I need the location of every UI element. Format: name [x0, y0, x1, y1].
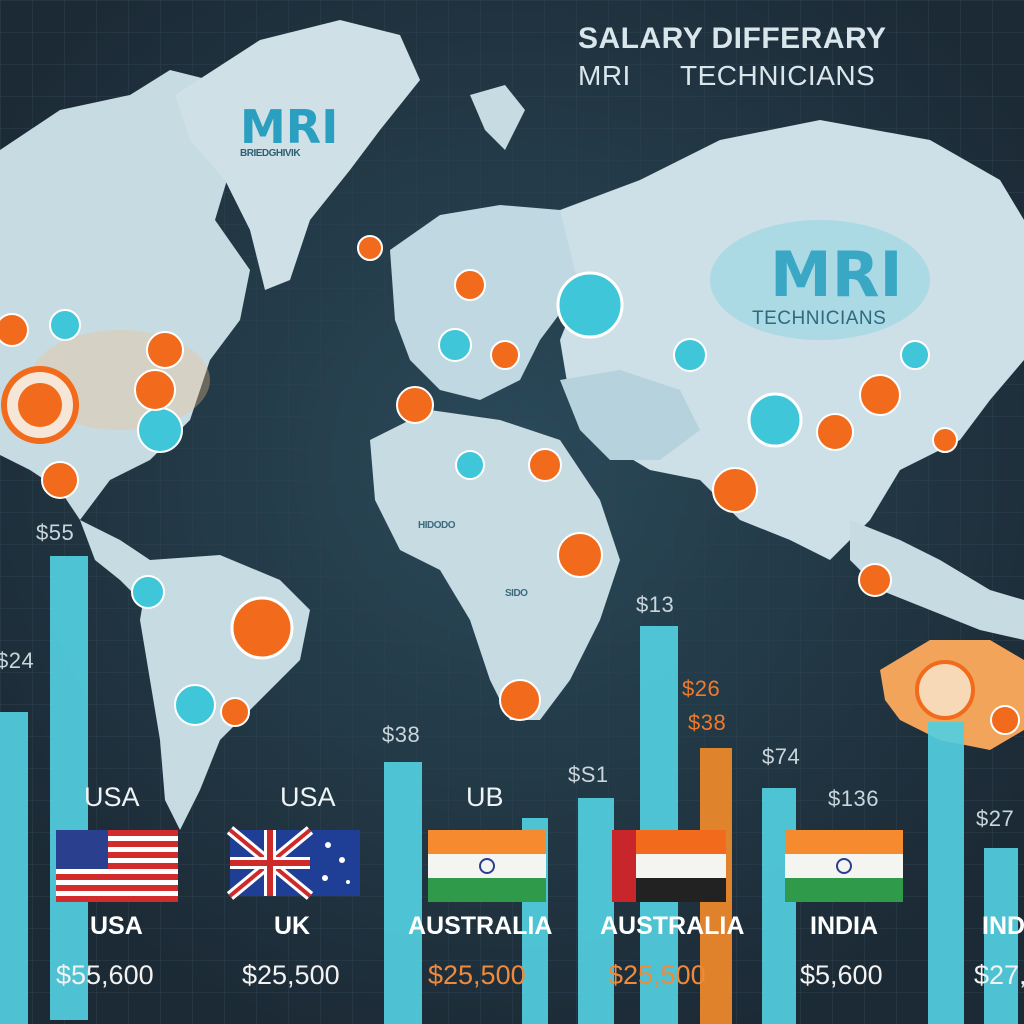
india-flag: [428, 830, 546, 902]
asia-mri-label: MRI: [770, 238, 903, 311]
salary-bar-5: [640, 626, 678, 1024]
greenland-shape: [175, 20, 420, 290]
africa-sub-label-2: SIDO: [505, 588, 528, 599]
marker-brazil: [174, 684, 216, 726]
marker-egypt: [528, 448, 562, 482]
marker-argentina: [220, 697, 250, 727]
india-flag-2: [785, 830, 903, 902]
marker-japan: [932, 427, 958, 453]
marker-south-america: [230, 596, 294, 660]
country-bottom-label: INDIA: [810, 912, 879, 940]
marker-asia-teal: [747, 392, 803, 448]
marker-spain: [396, 386, 434, 424]
salary-bars: [0, 556, 1018, 1024]
marker-north-asia: [900, 340, 930, 370]
scandinavia-shape: [470, 85, 525, 150]
salary-bar-2: [384, 762, 422, 1024]
country-top-label: USA: [84, 782, 140, 812]
salary-value: $55,600: [56, 960, 154, 990]
uk-australia-flag: [226, 826, 360, 900]
bar-value-label: $38: [688, 710, 727, 735]
greenland-sub-label: BRIEDGHIVIK: [240, 148, 301, 159]
asia-shape: [560, 120, 1024, 560]
salary-bar-8: [928, 722, 964, 1024]
marker-nz: [990, 705, 1020, 735]
marker-indonesia: [858, 563, 892, 597]
salary-bar-4: [578, 798, 614, 1024]
greenland-mri-label: MRI: [240, 100, 339, 154]
marker-iceland: [357, 235, 383, 261]
southeast-asia-shape: [850, 520, 1024, 640]
bar-value-label: $38: [382, 722, 421, 747]
marker-large-core: [18, 383, 62, 427]
marker-uk: [454, 269, 486, 301]
salary-value: $25,500: [242, 960, 340, 990]
country-bottom-label: INDIA: [982, 912, 1024, 940]
africa-shape: [370, 410, 620, 720]
marker-china: [859, 374, 901, 416]
bar-value-label: $74: [762, 744, 801, 769]
marker-sahara: [455, 450, 485, 480]
marker-australia: [915, 660, 975, 720]
country-bottom-label: USA: [90, 912, 143, 940]
usa-flag: [56, 830, 178, 902]
title-line2: MRI TECHNICIANS: [578, 60, 876, 91]
salary-value: $5,600: [800, 960, 883, 990]
marker-europe-teal: [556, 271, 624, 339]
russia-highlight: [710, 220, 930, 340]
country-bottom-label: AUSTRALIA: [408, 912, 553, 940]
bar-value-label: $26: [682, 676, 721, 701]
bar-value-label: $S1: [568, 762, 609, 787]
salary-bar-9: [984, 848, 1018, 1024]
uae-flag: [612, 830, 726, 902]
bar-value-label: $13: [636, 592, 675, 617]
country-top-label: UB: [466, 782, 504, 812]
marker-france: [438, 328, 472, 362]
marker-central-asia: [673, 338, 707, 372]
salary-value: $27,: [974, 960, 1024, 990]
marker-india: [712, 467, 758, 513]
marker-west: [0, 313, 29, 347]
marker-usa-teal: [137, 407, 183, 453]
marker-canada: [146, 331, 184, 369]
asia-technicians-label: TECHNICIANS: [752, 308, 887, 329]
marker-colombia: [131, 575, 165, 609]
salary-bar-0: [50, 556, 88, 1020]
marker-east-asia: [816, 413, 854, 451]
marker-usa: [134, 369, 176, 411]
title-line1: SALARY DIFFERARY: [578, 22, 887, 55]
country-bottom-label: AUSTRALIA: [600, 912, 745, 940]
salary-value: $25,500: [608, 960, 706, 990]
middle-east-shape: [560, 370, 700, 460]
marker-mexico: [41, 461, 79, 499]
salary-value: $25,500: [428, 960, 526, 990]
salary-bar-1: [0, 712, 28, 1024]
salary-bar-7: [762, 788, 796, 1024]
africa-sub-label-1: HIDODO: [418, 520, 456, 531]
bar-value-label: $27: [976, 806, 1015, 831]
marker-africa: [557, 532, 603, 578]
bar-value-label: $136: [828, 786, 879, 811]
bar-value-label: $55: [36, 520, 75, 545]
bar-value-label: $24: [0, 648, 35, 673]
marker-south-africa: [499, 679, 541, 721]
marker-germany: [490, 340, 520, 370]
map-markers: [0, 235, 1020, 735]
country-top-label: USA: [280, 782, 336, 812]
country-bottom-label: UK: [274, 912, 311, 940]
marker-west-teal: [49, 309, 81, 341]
